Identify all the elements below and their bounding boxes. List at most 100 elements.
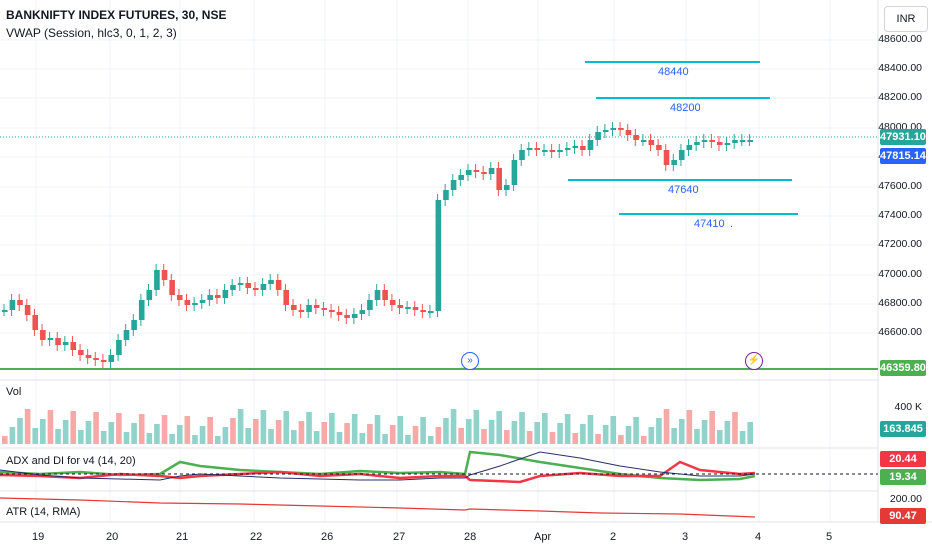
candle-body <box>329 310 335 312</box>
volume-bar <box>610 416 617 444</box>
volume-bar <box>450 409 457 444</box>
time-tick: 5 <box>826 531 833 543</box>
volume-bar <box>382 434 388 444</box>
volume-bar <box>367 424 373 444</box>
adx-red-line <box>0 460 756 484</box>
volume-bar <box>78 430 84 444</box>
candle-body <box>321 308 328 310</box>
volume-bar <box>481 429 487 444</box>
candle-body <box>504 185 510 190</box>
volume-bar <box>389 425 396 444</box>
candle-body <box>283 290 290 305</box>
candle-body <box>678 150 685 160</box>
candle-body <box>116 340 122 355</box>
candle-body <box>709 140 715 142</box>
volume-bar <box>602 425 609 444</box>
volume-bar <box>519 412 525 444</box>
lightning-icon[interactable]: ⚡ <box>745 352 763 370</box>
price-tick: 48400.00 <box>878 62 922 74</box>
volume-bar <box>671 428 677 444</box>
price-tick: 47600.00 <box>878 180 922 192</box>
volume-bar <box>55 429 61 444</box>
candle-body <box>488 168 495 174</box>
candle-body <box>633 135 639 140</box>
candle-body <box>534 148 541 150</box>
candle-body <box>237 283 244 285</box>
candle-body <box>245 283 251 288</box>
candle-body <box>291 305 297 310</box>
volume-bar <box>496 411 502 444</box>
volume-bar <box>640 436 647 444</box>
candle-body <box>648 140 655 145</box>
time-tick: 4 <box>755 531 762 543</box>
candle-body <box>458 175 464 180</box>
time-tick: 22 <box>250 531 263 543</box>
volume-bar <box>549 432 556 444</box>
volume-label[interactable]: Vol <box>6 386 22 398</box>
atr-line <box>0 497 756 518</box>
level-label-48200: 48200 <box>670 102 701 114</box>
vwap-indicator-label[interactable]: VWAP (Session, hlc3, 0, 1, 2, 3) <box>6 26 177 40</box>
candle-body <box>580 146 586 150</box>
candle-body <box>412 307 419 310</box>
time-tick: 3 <box>682 531 689 543</box>
candle-body <box>40 330 46 340</box>
vwap-price-badge: 47815.14 <box>880 148 926 164</box>
candle-body <box>732 140 738 143</box>
candle-body <box>701 140 708 142</box>
volume-bar <box>694 429 700 444</box>
candle-body <box>24 305 31 315</box>
volume-bar <box>108 422 115 444</box>
candle-body <box>123 330 130 340</box>
candle-body <box>184 300 191 305</box>
candle-body <box>2 310 8 312</box>
atr-label[interactable]: ATR (14, RMA) <box>6 506 81 518</box>
candle-body <box>473 170 480 172</box>
volume-bar <box>199 426 206 444</box>
volume-bar <box>131 423 137 444</box>
candles <box>2 122 753 368</box>
volume-bar <box>154 424 160 444</box>
candle-body <box>306 305 312 312</box>
adx-label[interactable]: ADX and DI for v4 (14, 20) <box>6 455 136 467</box>
candle-body <box>313 305 320 308</box>
volume-bar <box>443 418 449 444</box>
price-tick: 47400.00 <box>878 209 922 221</box>
candle-body <box>694 142 700 145</box>
price-tick: 48200.00 <box>878 91 922 103</box>
volume-bar <box>359 433 366 444</box>
volume-bar <box>747 422 753 444</box>
currency-button[interactable]: INR <box>884 6 928 32</box>
volume-bar <box>412 426 419 444</box>
candle-body <box>671 160 677 165</box>
candle-body <box>610 128 617 130</box>
candle-body <box>100 360 107 362</box>
time-tick: 27 <box>393 531 406 543</box>
candle-body <box>336 312 343 315</box>
volume-bar <box>192 435 198 444</box>
candle-body <box>161 270 168 280</box>
candle-body <box>62 342 69 345</box>
volume-bar <box>268 429 274 444</box>
volume-bar <box>465 419 472 444</box>
volume-bar <box>374 415 381 444</box>
replay-icon[interactable]: » <box>461 352 479 370</box>
price-tick: 47200.00 <box>878 238 922 250</box>
candle-body <box>595 132 601 140</box>
candle-body <box>359 310 366 314</box>
volume-bar <box>732 412 738 444</box>
candle-body <box>435 200 442 311</box>
volume-bar <box>230 418 236 444</box>
time-tick: 26 <box>321 531 334 543</box>
volume-bar <box>116 413 122 444</box>
adx-blue-line <box>0 451 756 481</box>
time-tick: Apr <box>534 531 552 543</box>
volume-bar <box>184 416 191 444</box>
candle-body <box>298 310 305 312</box>
candle-body <box>397 305 404 308</box>
candle-body <box>519 150 525 160</box>
volume-bar <box>62 420 69 444</box>
volume-bar <box>739 431 746 444</box>
candle-body <box>131 320 137 330</box>
